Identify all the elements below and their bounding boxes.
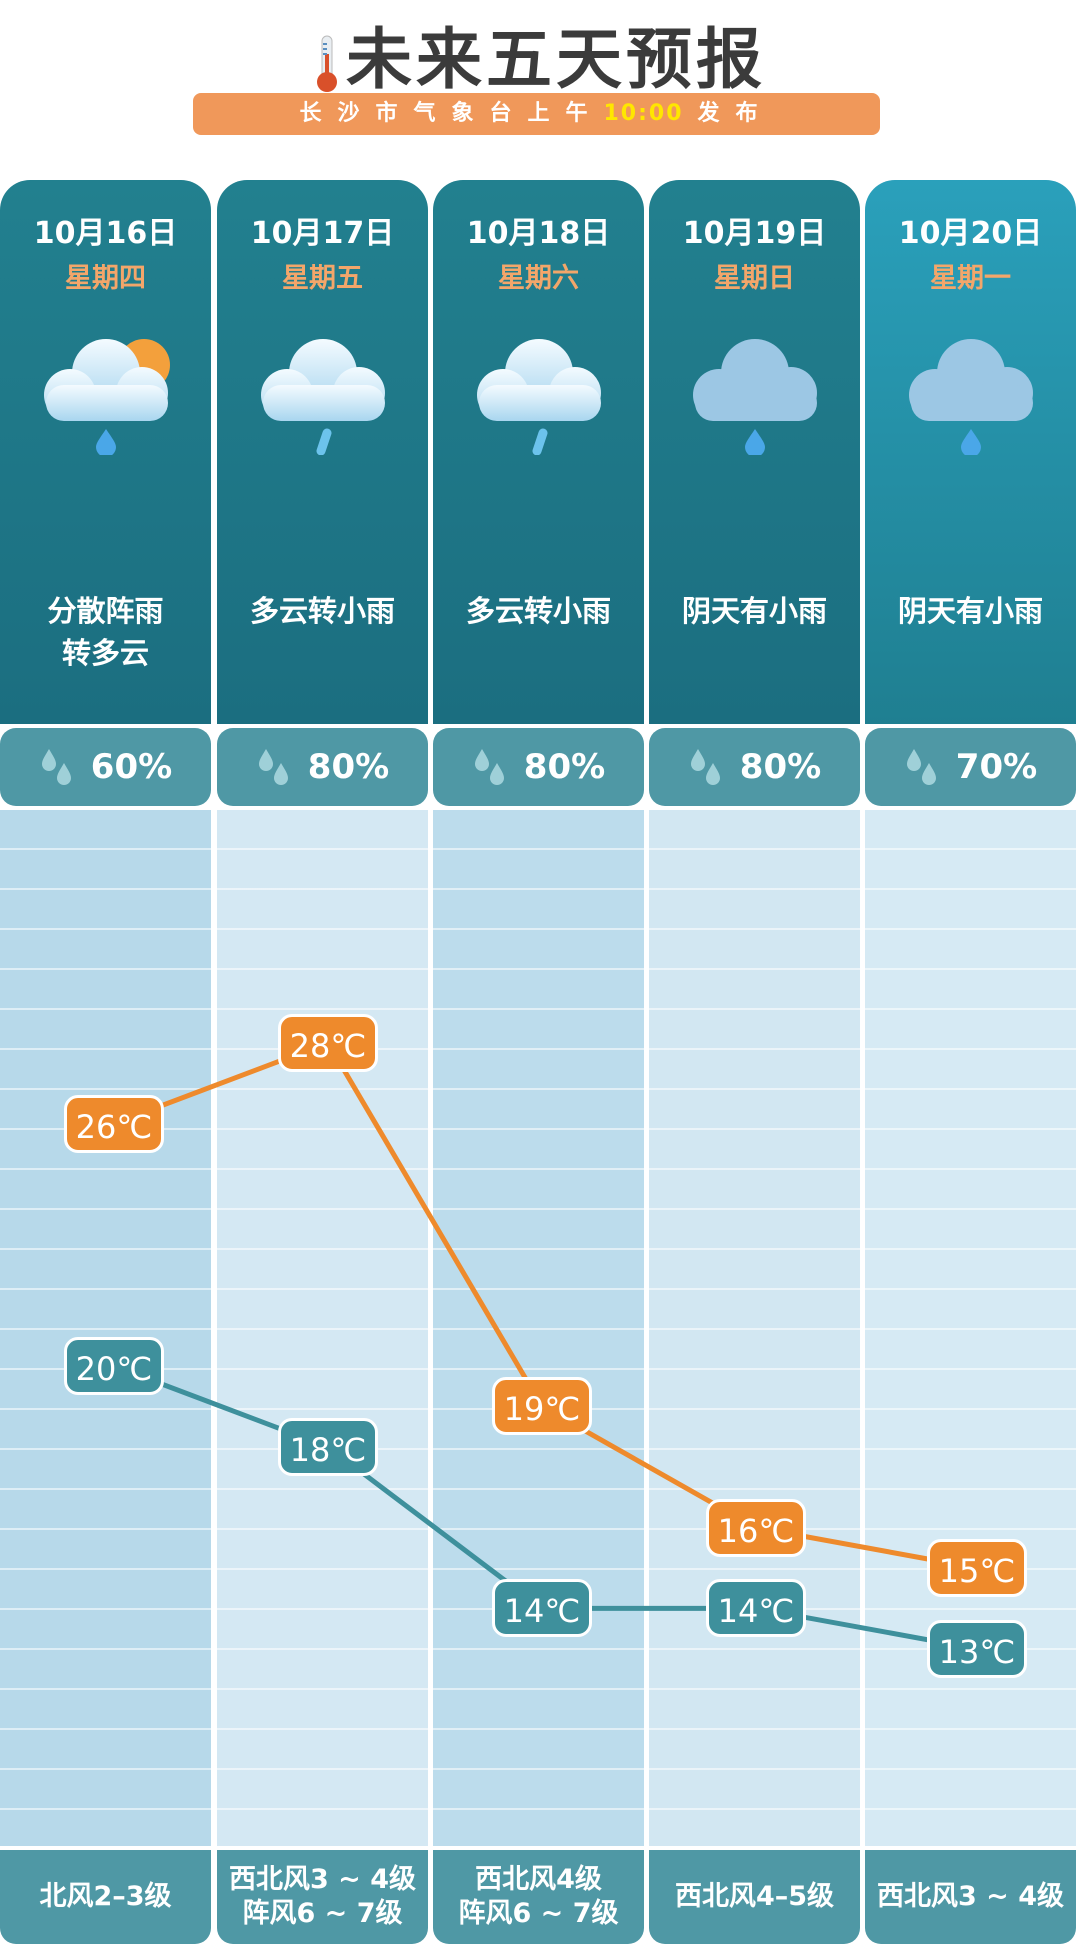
weather-description: 分散阵雨 转多云 <box>47 594 164 670</box>
wind-info: 西北风3 ~ 4级 <box>865 1850 1076 1944</box>
weather-description: 多云转小雨 <box>465 594 611 628</box>
publish-banner: 长沙市气象台上午10:00 发布 <box>193 93 880 135</box>
day-weekday: 星期六 <box>498 263 579 294</box>
wind-info: 西北风4级 阵风6 ~ 7级 <box>433 1850 644 1944</box>
day-date: 10月20日 <box>898 216 1043 251</box>
day-date: 10月19日 <box>682 216 827 251</box>
weather-description: 多云转小雨 <box>249 594 395 628</box>
day-card: 10月17日 星期五 多云转小雨 <box>217 180 428 724</box>
chart-column <box>217 810 428 1846</box>
precip-value: 80% <box>523 747 606 787</box>
precip-value: 70% <box>955 747 1038 787</box>
publisher-text: 长沙市气象台上午 <box>299 101 604 126</box>
day-card: 10月20日 星期一 阴天有小雨 <box>865 180 1076 724</box>
low-temp-label: 13℃ <box>927 1619 1027 1678</box>
cloud-drop-icon <box>865 325 1076 459</box>
page-title: 未来五天预报 <box>0 6 1080 102</box>
precip-probability: 80% <box>217 728 428 806</box>
low-temp-label: 14℃ <box>492 1579 592 1638</box>
day-card: 10月16日 星期四 分散阵雨 转多云 <box>0 180 211 724</box>
day-weekday: 星期日 <box>714 263 795 294</box>
cloud-rain-icon <box>217 325 428 459</box>
cloud-drop-icon <box>649 325 860 459</box>
wind-info: 西北风3 ~ 4级 阵风6 ~ 7级 <box>217 1850 428 1944</box>
high-temp-label: 19℃ <box>492 1377 592 1436</box>
raindrops-icon <box>690 749 720 785</box>
precip-probability: 60% <box>0 728 211 806</box>
weather-description: 阴天有小雨 <box>897 594 1043 628</box>
day-card: 10月18日 星期六 多云转小雨 <box>433 180 644 724</box>
raindrops-icon <box>474 749 504 785</box>
day-weekday: 星期五 <box>282 263 363 294</box>
chart-column <box>865 810 1076 1846</box>
cloud-rain-icon <box>433 325 644 459</box>
weather-description: 阴天有小雨 <box>681 594 827 628</box>
chart-column <box>0 810 211 1846</box>
low-temp-label: 20℃ <box>64 1337 164 1395</box>
day-date: 10月16日 <box>33 216 178 251</box>
chart-column <box>433 810 644 1846</box>
low-temp-label: 18℃ <box>278 1417 378 1476</box>
high-temp-label: 26℃ <box>64 1094 164 1153</box>
wind-info: 北风2–3级 <box>0 1850 211 1944</box>
raindrops-icon <box>41 749 71 785</box>
precip-probability: 70% <box>865 728 1076 806</box>
publish-time: 10:00 <box>603 101 684 126</box>
wind-info: 西北风4–5级 <box>649 1850 860 1944</box>
day-weekday: 星期四 <box>65 263 146 294</box>
day-date: 10月18日 <box>466 216 611 251</box>
cloud-sun-rain-icon <box>0 325 211 459</box>
title-text: 未来五天预报 <box>346 21 766 98</box>
day-weekday: 星期一 <box>930 263 1011 294</box>
chart-column <box>649 810 860 1846</box>
precip-value: 80% <box>739 747 822 787</box>
precip-value: 60% <box>90 747 173 787</box>
low-temp-label: 14℃ <box>706 1579 806 1638</box>
thermometer-icon <box>317 35 337 92</box>
precip-probability: 80% <box>649 728 860 806</box>
precip-probability: 80% <box>433 728 644 806</box>
raindrops-icon <box>906 749 936 785</box>
high-temp-label: 15℃ <box>927 1539 1027 1597</box>
day-date: 10月17日 <box>250 216 395 251</box>
precip-value: 80% <box>307 747 390 787</box>
high-temp-label: 16℃ <box>706 1498 806 1557</box>
day-card: 10月19日 星期日 阴天有小雨 <box>649 180 860 724</box>
high-temp-label: 28℃ <box>278 1013 378 1072</box>
publish-suffix: 发布 <box>697 101 774 126</box>
raindrops-icon <box>258 749 288 785</box>
